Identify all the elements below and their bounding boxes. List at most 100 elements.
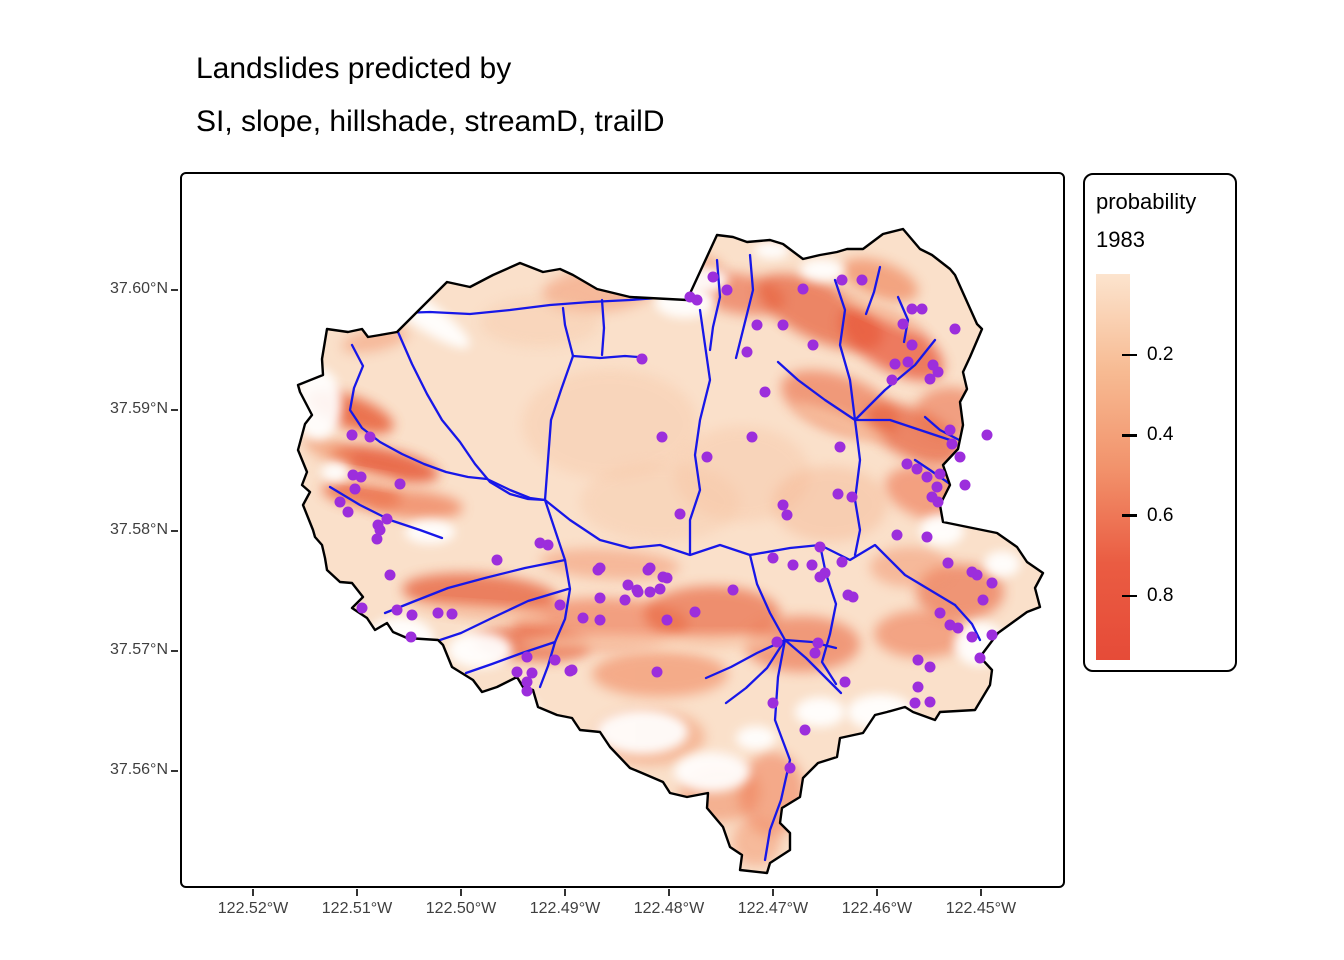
y-tick-mark [171, 529, 178, 532]
stream-line [561, 306, 575, 358]
landslide-point [432, 607, 444, 619]
stream-line [853, 418, 952, 442]
landslide-point [746, 431, 758, 443]
x-tick-mark [979, 889, 982, 896]
raster-ridge-patch [304, 434, 356, 466]
raster-nodata-patch [754, 241, 790, 259]
raster-ridge-patch [480, 297, 600, 347]
landslide-point [656, 431, 668, 443]
landslide-point [906, 303, 918, 315]
probability-raster-layer [298, 229, 1043, 873]
y-tick-label: 37.57°N [110, 641, 168, 658]
landslide-point [391, 604, 403, 616]
landslide-point [566, 664, 578, 676]
landslide-point [689, 606, 701, 618]
stream-line [543, 354, 575, 502]
raster-nodata-patch [674, 752, 750, 792]
landslide-point [342, 506, 354, 518]
landslide-point [346, 429, 358, 441]
raster-ridge-patch [864, 403, 962, 465]
landslide-point [944, 424, 956, 436]
y-tick-mark [171, 289, 178, 292]
landslide-point [651, 666, 663, 678]
plot-title-line2: SI, slope, hillshade, streamD, trailD [196, 105, 665, 138]
landslide-point [814, 541, 826, 553]
y-axis: 37.60°N 37.59°N 37.58°N 37.57°N 37.56°N [0, 172, 180, 888]
raster-nodata-patch [800, 259, 844, 281]
landslide-point [594, 592, 606, 604]
landslide-point [952, 622, 964, 634]
stream-line [724, 638, 787, 705]
y-tick-mark [171, 650, 178, 652]
landslide-point [986, 577, 998, 589]
legend: probability 1983 0.2 0.4 0.6 0.8 [1083, 173, 1237, 672]
raster-nodata-patch [405, 520, 455, 544]
landslide-point [549, 654, 561, 666]
landslide-point [954, 451, 966, 463]
landslide-point [889, 358, 901, 370]
x-tick-label: 122.51°W [321, 900, 393, 917]
raster-ridge-patch [841, 258, 919, 302]
landslide-point [784, 762, 796, 774]
landslide-point [799, 724, 811, 736]
landslide-point [886, 374, 898, 386]
raster-ridge-patch [410, 604, 550, 620]
raster-nodata-patch [736, 726, 776, 750]
landslide-point [619, 594, 631, 606]
stream-line [896, 295, 910, 344]
landslide-point [521, 651, 533, 663]
landslide-point [924, 373, 936, 385]
landslide-point [807, 339, 819, 351]
landslide-point [594, 614, 606, 626]
stream-line [571, 354, 640, 360]
raster-nodata-patch [984, 551, 1020, 577]
watershed-boundary [296, 227, 1045, 875]
landslide-point [959, 479, 971, 491]
landslide-point [622, 579, 634, 591]
landslide-point [839, 676, 851, 688]
raster-ridge-patch [772, 466, 888, 542]
landslide-point [946, 438, 958, 450]
landslide-point [384, 569, 396, 581]
landslide-point [912, 654, 924, 666]
plot-title-line1: Landslides predicted by [196, 52, 512, 85]
landslide-point [721, 284, 733, 296]
stream-line [748, 553, 787, 642]
landslide-point [727, 584, 739, 596]
landslide-point [777, 319, 789, 331]
landslide-point [921, 531, 933, 543]
landslide-point [971, 569, 983, 581]
landslide-point [836, 556, 848, 568]
landslide-point [406, 609, 418, 621]
landslide-point [741, 346, 753, 358]
landslide-point [931, 481, 943, 493]
x-tick-mark [771, 889, 774, 896]
landslide-point [797, 283, 809, 295]
landslide-point [334, 496, 346, 508]
landslide-point [787, 559, 799, 571]
landslide-point [832, 488, 844, 500]
landslide-point [812, 637, 824, 649]
landslide-point [916, 303, 928, 315]
landslide-point [405, 631, 417, 643]
x-tick-mark [875, 889, 878, 896]
landslide-point [446, 608, 458, 620]
landslide-point [891, 529, 903, 541]
landslide-point [577, 612, 589, 624]
landslide-point [934, 468, 946, 480]
landslide-point [906, 339, 918, 351]
landslide-point [554, 599, 566, 611]
raster-nodata-patch [847, 694, 913, 730]
colorbar-tick-mark [1122, 514, 1137, 517]
stream-line [464, 640, 557, 675]
stream-line [708, 258, 722, 352]
y-tick-mark [171, 408, 178, 411]
landslide-point [534, 537, 546, 549]
y-tick-label: 37.56°N [110, 761, 168, 779]
x-tick-label: 122.52°W [217, 900, 289, 917]
landslide-point [511, 666, 523, 678]
legend-title-line2: 1983 [1096, 227, 1145, 252]
raster-nodata-patch [321, 462, 349, 482]
landslide-point [806, 559, 818, 571]
stream-line [853, 338, 937, 422]
